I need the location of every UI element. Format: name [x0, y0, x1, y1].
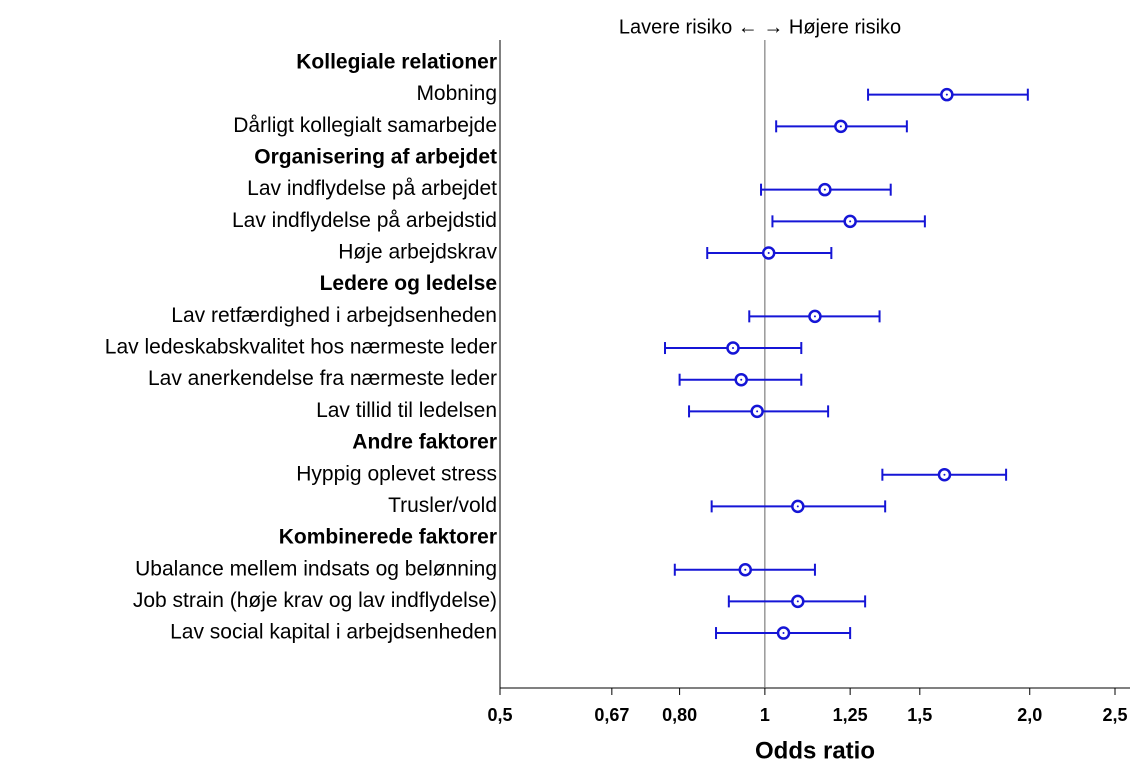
row-label: Lav ledeskabskvalitet hos nærmeste leder	[105, 336, 497, 359]
row-label: Ubalance mellem indsats og belønning	[135, 557, 497, 580]
row-label: Lav indflydelse på arbejdet	[247, 177, 497, 200]
group-heading: Organisering af arbejdet	[254, 146, 497, 169]
point-center	[744, 568, 747, 571]
row-label: Dårligt kollegialt samarbejde	[233, 114, 497, 137]
annotation: Lavere risiko ← → Højere risiko	[619, 16, 901, 38]
x-tick-label: 1,25	[833, 705, 868, 725]
point-center	[839, 125, 842, 128]
group-heading: Kollegiale relationer	[296, 51, 497, 74]
row-label: Lav indflydelse på arbejdstid	[232, 209, 497, 232]
point-center	[945, 93, 948, 96]
row-label: Mobning	[416, 82, 497, 105]
point-center	[740, 378, 743, 381]
group-heading: Ledere og ledelse	[320, 272, 497, 295]
point-center	[823, 188, 826, 191]
point-center	[796, 600, 799, 603]
x-tick-label: 0,5	[487, 705, 512, 725]
row-label: Job strain (høje krav og lav indflydelse…	[133, 589, 497, 612]
row-label: Trusler/vold	[388, 494, 497, 517]
x-tick-label: 0,80	[662, 705, 697, 725]
row-label: Høje arbejdskrav	[338, 241, 497, 264]
x-tick-label: 1	[760, 705, 770, 725]
x-tick-label: 1,5	[907, 705, 932, 725]
row-label: Lav social kapital i arbejdsenheden	[170, 621, 497, 644]
point-center	[796, 505, 799, 508]
group-heading: Andre faktorer	[352, 431, 497, 454]
row-label: Lav retfærdighed i arbejdsenheden	[171, 304, 497, 327]
point-center	[732, 347, 735, 350]
row-label: Hyppig oplevet stress	[296, 462, 497, 485]
x-axis-label: Odds ratio	[755, 737, 875, 763]
point-center	[756, 410, 759, 413]
group-heading: Kombinerede faktorer	[279, 526, 497, 549]
point-center	[767, 252, 770, 255]
point-center	[782, 632, 785, 635]
x-tick-label: 2,0	[1017, 705, 1042, 725]
point-center	[943, 473, 946, 476]
x-tick-label: 2,5	[1102, 705, 1127, 725]
point-center	[849, 220, 852, 223]
row-label: Lav anerkendelse fra nærmeste leder	[148, 367, 497, 390]
x-tick-label: 0,67	[594, 705, 629, 725]
row-label: Lav tillid til ledelsen	[316, 399, 497, 422]
point-center	[813, 315, 816, 318]
